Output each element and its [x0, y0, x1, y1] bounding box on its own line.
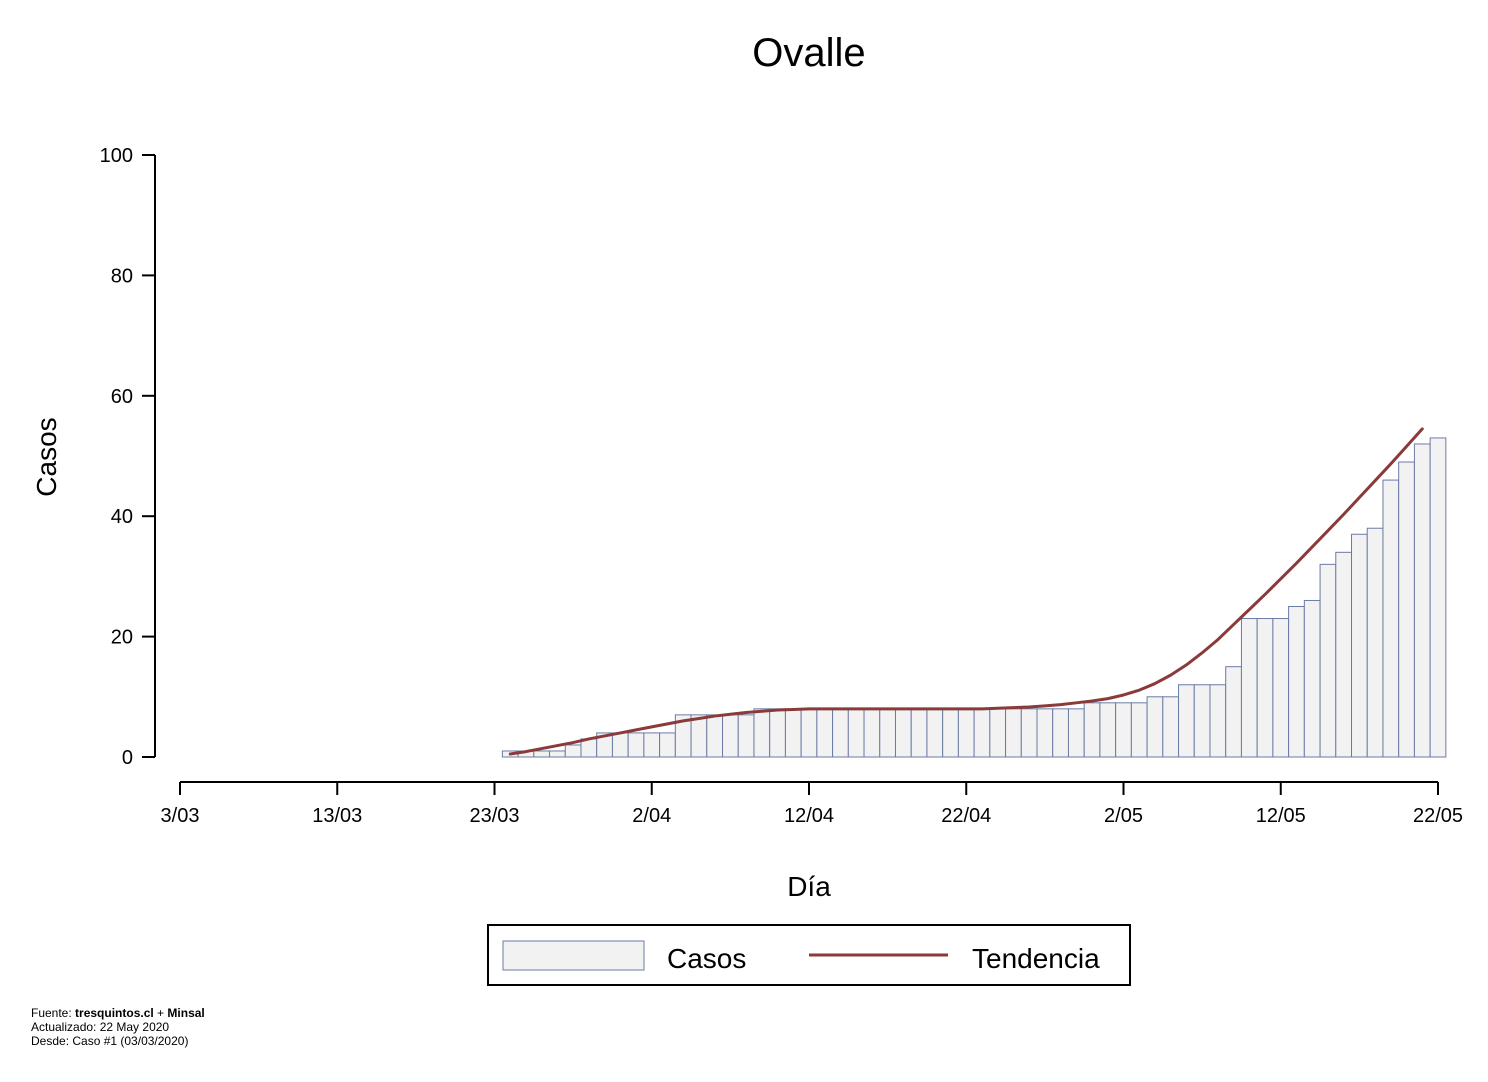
bar — [1036, 708, 1054, 758]
x-axis: 3/03 13/03 23/03 2/04 12/04 22/04 2/05 12/05 22/… — [161, 781, 1463, 827]
bar — [706, 714, 724, 758]
x-tick-label: 2/04 — [632, 805, 671, 827]
bar — [722, 714, 739, 758]
bar — [894, 708, 912, 758]
bar — [926, 708, 944, 758]
bars — [501, 437, 1447, 758]
bar — [1083, 702, 1101, 758]
bar — [1256, 618, 1274, 758]
bar — [643, 732, 661, 758]
chart-title: Ovalle — [752, 31, 865, 75]
bar — [627, 732, 645, 758]
trend-line-group — [508, 427, 1424, 756]
y-tick-label: 80 — [111, 265, 133, 287]
bar — [1225, 666, 1242, 758]
bar — [910, 708, 928, 758]
x-tick-label: 22/04 — [941, 805, 991, 827]
bar — [1382, 479, 1400, 758]
bar — [1335, 551, 1353, 758]
y-tick-label: 40 — [111, 506, 133, 528]
footer-updated: Actualizado: 22 May 2020 — [31, 1020, 170, 1034]
bar — [1146, 696, 1164, 758]
x-tick-label: 3/03 — [161, 805, 200, 827]
bar — [1351, 533, 1368, 758]
bar — [832, 708, 849, 758]
y-tick-label: 0 — [122, 747, 133, 769]
bar — [690, 714, 708, 758]
bar — [1303, 599, 1321, 758]
bar — [1319, 563, 1337, 758]
bar — [1067, 708, 1085, 758]
trend-line — [508, 427, 1424, 756]
bar — [1130, 702, 1148, 758]
footer-source-org: Minsal — [167, 1006, 205, 1020]
footer-source: Fuente: tresquintos.cl + Minsal — [31, 1006, 205, 1020]
legend: Casos Tendencia — [487, 924, 1131, 986]
bar — [1099, 702, 1117, 758]
x-tick-label: 12/05 — [1256, 805, 1306, 827]
footer: Fuente: tresquintos.cl + Minsal Actualiz… — [31, 1006, 205, 1048]
bar — [769, 708, 786, 758]
y-tick-label: 20 — [111, 627, 133, 649]
bar — [1193, 684, 1211, 758]
legend-label-tendencia: Tendencia — [972, 943, 1100, 974]
bar — [1413, 443, 1431, 758]
bar — [1398, 461, 1415, 758]
y-axis-label: Casos — [31, 417, 62, 496]
footer-source-site: tresquintos.cl — [75, 1006, 154, 1020]
bar — [942, 708, 959, 758]
bar — [1178, 684, 1195, 758]
bar — [973, 708, 991, 758]
x-axis-label: Día — [787, 871, 831, 902]
y-tick-label: 100 — [100, 145, 133, 167]
bar — [1240, 618, 1258, 758]
footer-since: Desde: Caso #1 (03/03/2020) — [31, 1034, 189, 1048]
bar — [1288, 606, 1305, 758]
bar — [1005, 708, 1022, 758]
bar — [659, 732, 676, 758]
bar — [879, 708, 896, 758]
legend-swatch-casos — [502, 940, 645, 971]
bar — [737, 714, 755, 758]
x-tick-label: 22/05 — [1413, 805, 1463, 827]
bar — [564, 744, 582, 758]
y-axis: 0 20 40 60 80 100 — [100, 145, 156, 769]
bar — [1272, 618, 1290, 758]
bar — [784, 708, 802, 758]
bar — [1366, 527, 1384, 758]
x-tick-label: 12/04 — [784, 805, 834, 827]
bar — [1052, 708, 1069, 758]
bar — [549, 750, 566, 758]
x-tick-label: 13/03 — [312, 805, 362, 827]
bar — [863, 708, 881, 758]
bar — [1115, 702, 1132, 758]
bar — [989, 708, 1007, 758]
bar — [847, 708, 865, 758]
x-tick-label: 23/03 — [469, 805, 519, 827]
bar — [1429, 437, 1447, 758]
bar — [816, 708, 834, 758]
bar — [957, 708, 975, 758]
bar — [1020, 708, 1038, 758]
bar — [1209, 684, 1227, 758]
bar — [753, 708, 771, 758]
bar — [611, 732, 629, 758]
bar — [800, 708, 818, 758]
bar — [1162, 696, 1180, 758]
legend-label-casos: Casos — [667, 943, 746, 974]
bar — [533, 750, 551, 758]
y-tick-label: 60 — [111, 386, 133, 408]
x-tick-label: 2/05 — [1104, 805, 1143, 827]
